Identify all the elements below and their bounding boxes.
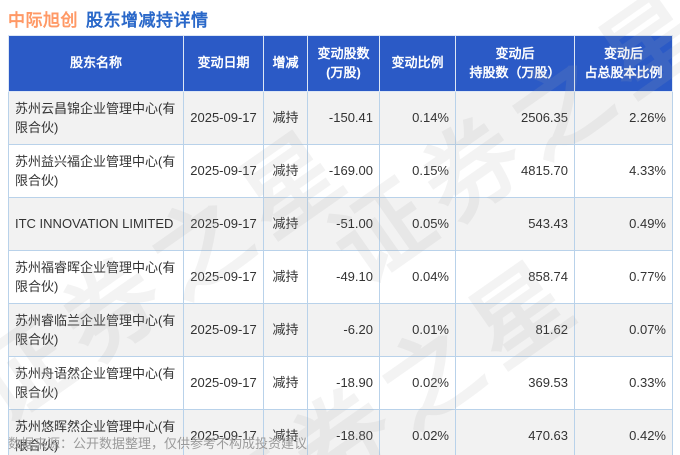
after-shares-cell: 470.63: [455, 409, 575, 455]
change-ratio-cell: 0.14%: [379, 91, 456, 145]
change-date-cell: 2025-09-17: [183, 303, 264, 357]
stock-name: 中际旭创: [8, 11, 78, 30]
col-header-change-shares: 变动股数 (万股): [307, 35, 380, 92]
page-title: 中际旭创 股东增减持详情: [8, 6, 209, 31]
data-source-note: 数据来源：公开数据整理，仅供参考不构成投资建议: [8, 436, 308, 451]
table-row: ITC INNOVATION LIMITED 2025-09-17 减持 -51…: [8, 197, 673, 251]
change-date-cell: 2025-09-17: [183, 356, 264, 410]
change-shares-cell: -18.90: [307, 356, 380, 410]
after-shares-cell: 2506.35: [455, 91, 575, 145]
action-cell: 减持: [263, 144, 308, 198]
table-body: 苏州云昌锦企业管理中心(有限合伙) 2025-09-17 减持 -150.41 …: [8, 91, 673, 455]
change-shares-cell: -6.20: [307, 303, 380, 357]
col-header-date: 变动日期: [183, 35, 264, 92]
table-row: 苏州益兴福企业管理中心(有限合伙) 2025-09-17 减持 -169.00 …: [8, 144, 673, 198]
table-row: 苏州云昌锦企业管理中心(有限合伙) 2025-09-17 减持 -150.41 …: [8, 91, 673, 145]
change-ratio-cell: 0.05%: [379, 197, 456, 251]
change-date-cell: 2025-09-17: [183, 144, 264, 198]
col-header-action: 增减: [263, 35, 308, 92]
table-row: 苏州舟语然企业管理中心(有限合伙) 2025-09-17 减持 -18.90 0…: [8, 356, 673, 410]
col-header-after-shares: 变动后 持股数（万股）: [455, 35, 575, 92]
shareholder-name-cell: 苏州舟语然企业管理中心(有限合伙): [8, 356, 184, 410]
shareholder-name-cell: 苏州悠晖然企业管理中心(有限合伙): [8, 409, 184, 455]
col-header-shareholder: 股东名称: [8, 35, 184, 92]
change-shares-cell: -18.80: [307, 409, 380, 455]
change-ratio-cell: 0.15%: [379, 144, 456, 198]
change-ratio-cell: 0.01%: [379, 303, 456, 357]
shareholder-table: 股东名称 变动日期 增减 变动股数 (万股) 变动比例 变动后 持股数（万股） …: [8, 35, 673, 455]
change-shares-cell: -51.00: [307, 197, 380, 251]
after-shares-cell: 858.74: [455, 250, 575, 304]
table-row: 苏州睿临兰企业管理中心(有限合伙) 2025-09-17 减持 -6.20 0.…: [8, 303, 673, 357]
after-ratio-cell: 0.42%: [574, 409, 673, 455]
page-title-text: 股东增减持详情: [86, 11, 209, 30]
action-cell: 减持: [263, 303, 308, 357]
col-header-after-ratio: 变动后 占总股本比例: [574, 35, 673, 92]
after-ratio-cell: 0.49%: [574, 197, 673, 251]
table-row: 苏州福睿晖企业管理中心(有限合伙) 2025-09-17 减持 -49.10 0…: [8, 250, 673, 304]
after-ratio-cell: 0.07%: [574, 303, 673, 357]
table-row: 苏州悠晖然企业管理中心(有限合伙) 2025-09-17 减持 -18.80 0…: [8, 409, 673, 455]
action-cell: 减持: [263, 356, 308, 410]
change-shares-cell: -150.41: [307, 91, 380, 145]
change-shares-cell: -169.00: [307, 144, 380, 198]
change-ratio-cell: 0.04%: [379, 250, 456, 304]
header-row: 股东名称 变动日期 增减 变动股数 (万股) 变动比例 变动后 持股数（万股） …: [8, 35, 673, 92]
action-cell: 减持: [263, 91, 308, 145]
after-shares-cell: 4815.70: [455, 144, 575, 198]
after-shares-cell: 369.53: [455, 356, 575, 410]
after-ratio-cell: 2.26%: [574, 91, 673, 145]
change-ratio-cell: 0.02%: [379, 356, 456, 410]
change-date-cell: 2025-09-17: [183, 250, 264, 304]
shareholder-name-cell: ITC INNOVATION LIMITED: [8, 197, 184, 251]
action-cell: 减持: [263, 197, 308, 251]
after-ratio-cell: 0.33%: [574, 356, 673, 410]
change-shares-cell: -49.10: [307, 250, 380, 304]
shareholder-name-cell: 苏州云昌锦企业管理中心(有限合伙): [8, 91, 184, 145]
shareholder-name-cell: 苏州益兴福企业管理中心(有限合伙): [8, 144, 184, 198]
shareholder-name-cell: 苏州福睿晖企业管理中心(有限合伙): [8, 250, 184, 304]
change-ratio-cell: 0.02%: [379, 409, 456, 455]
after-ratio-cell: 0.77%: [574, 250, 673, 304]
after-ratio-cell: 4.33%: [574, 144, 673, 198]
change-date-cell: 2025-09-17: [183, 91, 264, 145]
shareholder-name-cell: 苏州睿临兰企业管理中心(有限合伙): [8, 303, 184, 357]
action-cell: 减持: [263, 409, 308, 455]
change-date-cell: 2025-09-17: [183, 197, 264, 251]
after-shares-cell: 81.62: [455, 303, 575, 357]
col-header-change-ratio: 变动比例: [379, 35, 456, 92]
table-header: 股东名称 变动日期 增减 变动股数 (万股) 变动比例 变动后 持股数（万股） …: [8, 35, 673, 92]
after-shares-cell: 543.43: [455, 197, 575, 251]
action-cell: 减持: [263, 250, 308, 304]
